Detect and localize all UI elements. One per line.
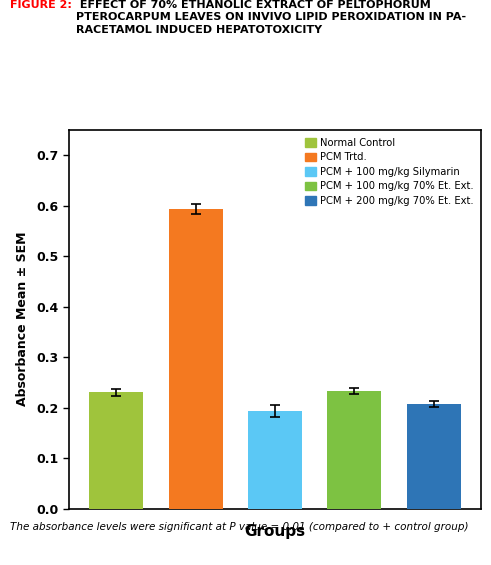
Text: EFFECT OF 70% ETHANOLIC EXTRACT OF PELTOPHORUM
PTEROCARPUM LEAVES ON INVIVO LIPI: EFFECT OF 70% ETHANOLIC EXTRACT OF PELTO… xyxy=(76,0,466,35)
X-axis label: Groups: Groups xyxy=(245,524,305,539)
Text: The absorbance levels were significant at P value = 0.01 (compared to + control : The absorbance levels were significant a… xyxy=(10,522,468,532)
Y-axis label: Absorbance Mean ± SEM: Absorbance Mean ± SEM xyxy=(16,232,29,406)
Bar xyxy=(248,411,302,508)
Bar xyxy=(169,209,222,508)
Text: FIGURE 2:: FIGURE 2: xyxy=(10,0,72,10)
Bar xyxy=(327,392,381,508)
Bar xyxy=(89,393,143,508)
Legend: Normal Control, PCM Trtd., PCM + 100 mg/kg Silymarin, PCM + 100 mg/kg 70% Et. Ex: Normal Control, PCM Trtd., PCM + 100 mg/… xyxy=(301,135,476,209)
Bar xyxy=(407,404,461,508)
